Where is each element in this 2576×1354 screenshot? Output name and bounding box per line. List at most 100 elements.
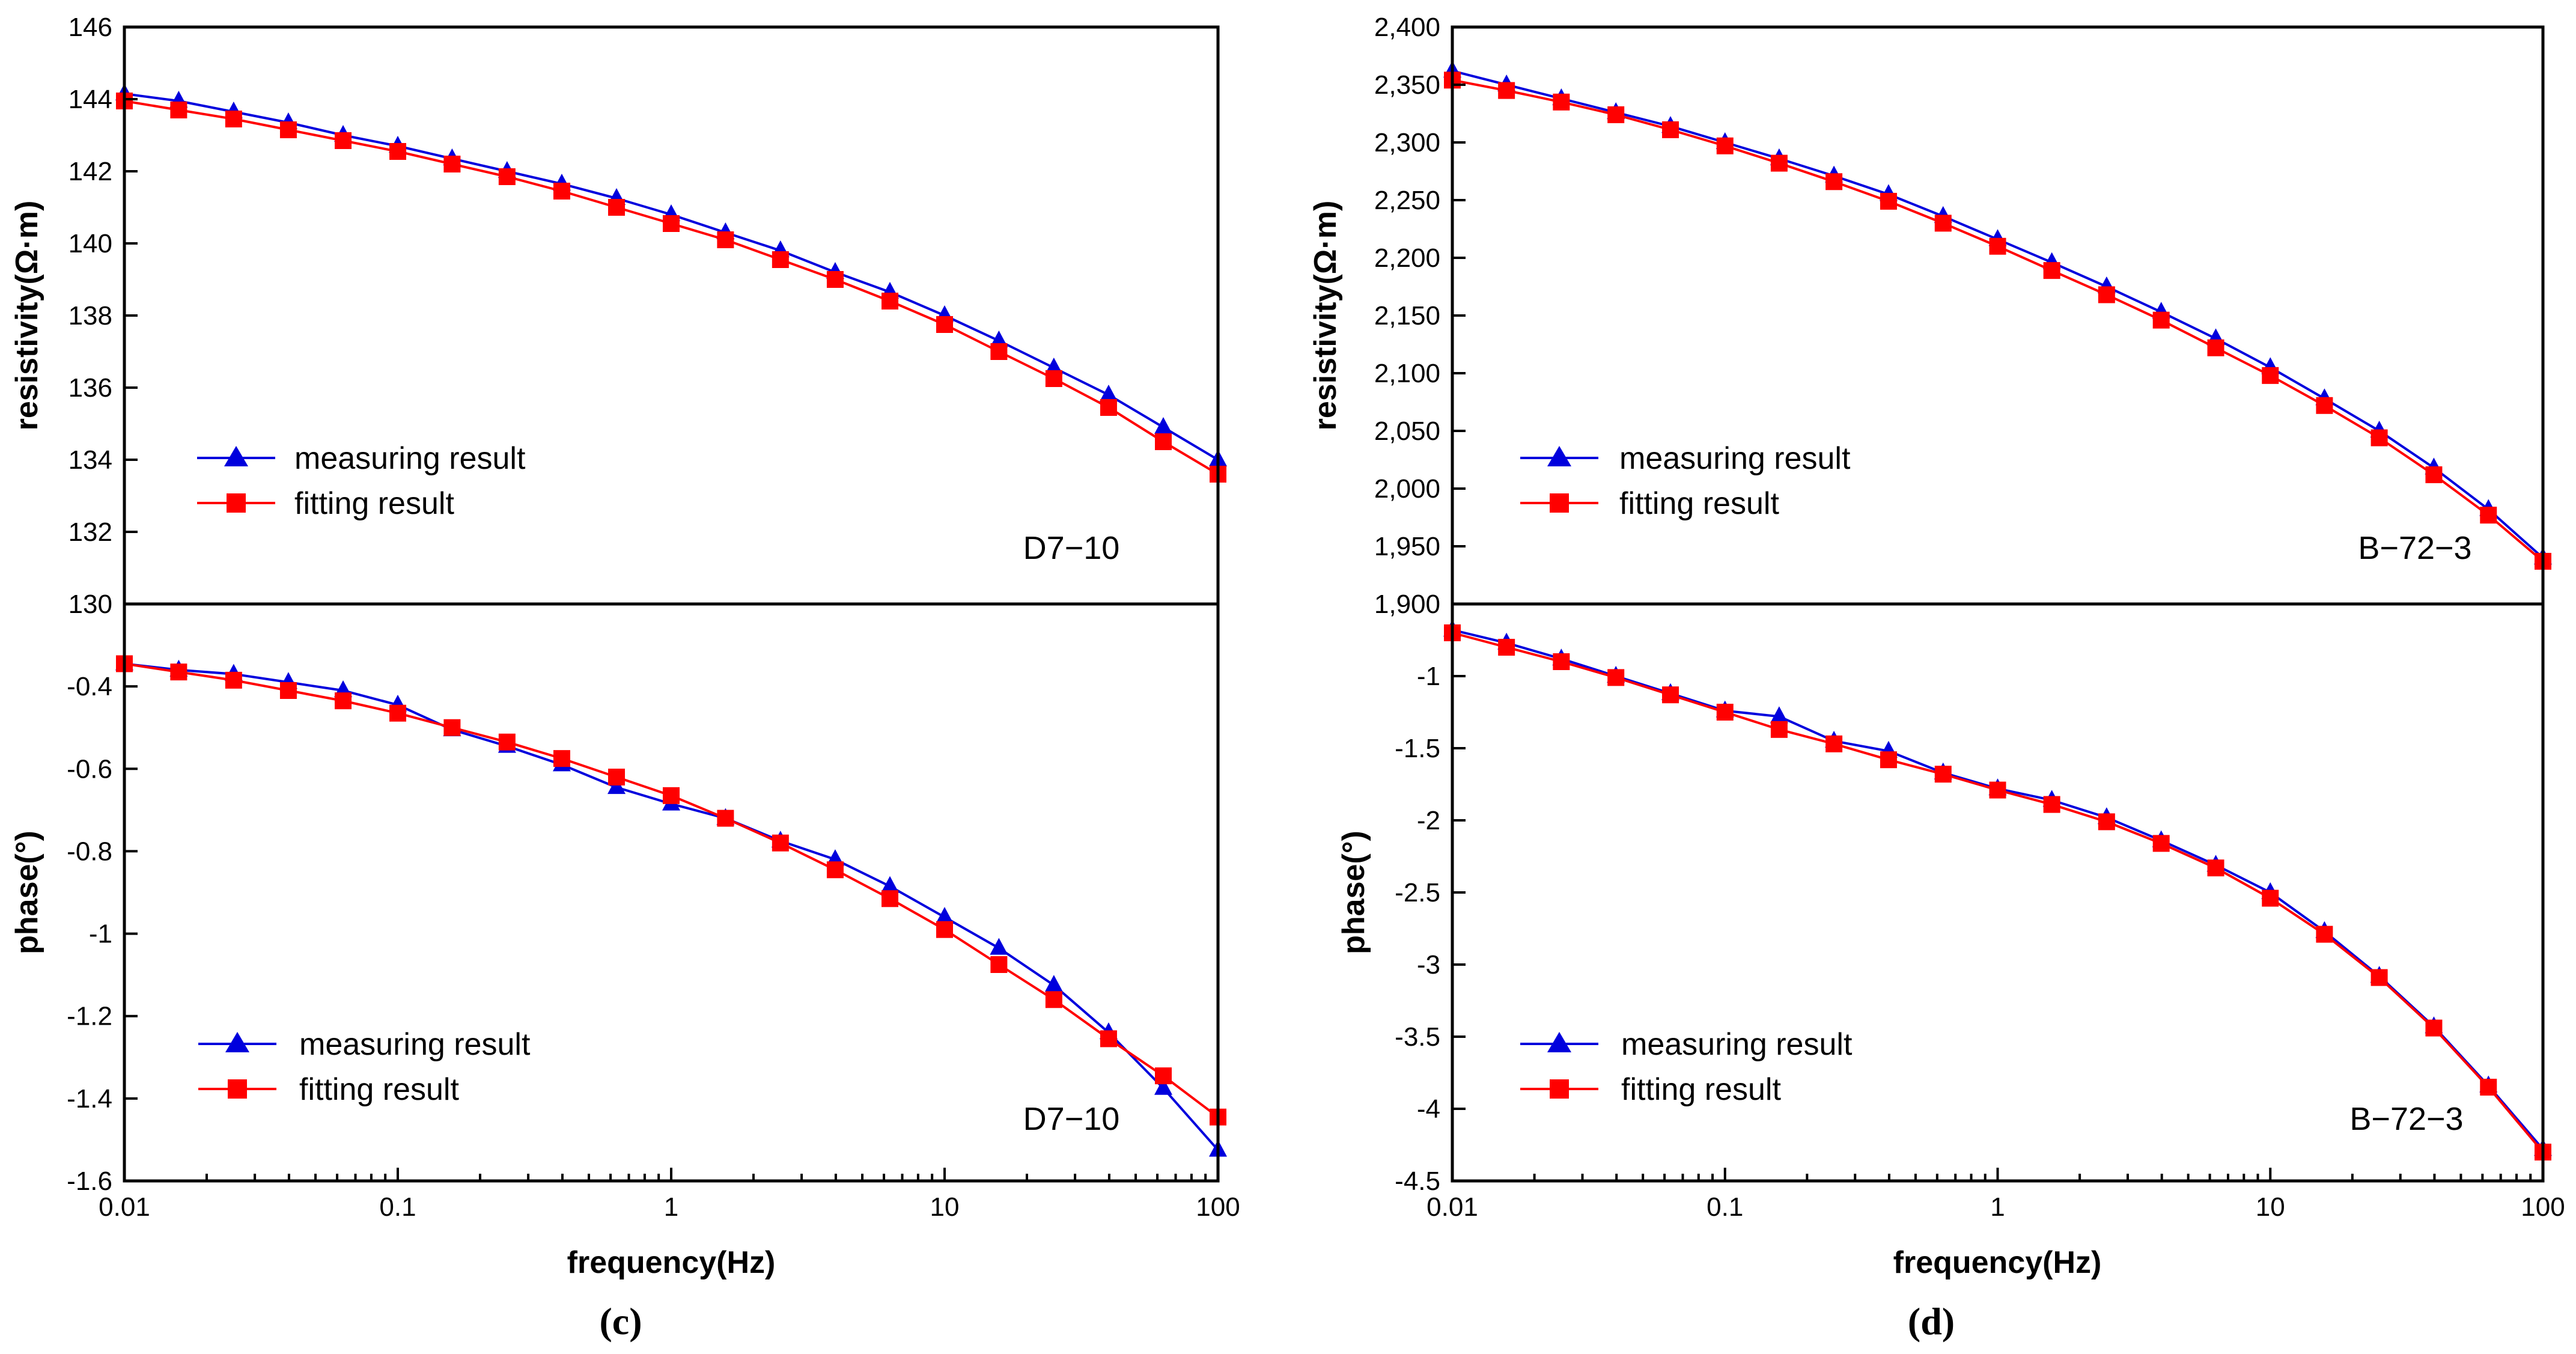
y-tick-label: 2,000 <box>1374 474 1440 504</box>
data-point-square <box>2480 507 2497 524</box>
y-tick-label: 144 <box>69 85 112 114</box>
panel-c-top-sample-label: D7−10 <box>1023 530 1120 566</box>
data-point-triangle <box>1154 417 1173 434</box>
series-line <box>1452 79 2544 563</box>
panel-d-axes <box>1451 25 2545 1183</box>
y-tick-label: -1.5 <box>1395 734 1440 763</box>
data-point-square <box>2262 889 2279 907</box>
y-tick-label: 138 <box>69 301 112 331</box>
data-point-square <box>279 121 297 138</box>
panel-c-bottom-sample-label: D7−10 <box>1023 1101 1120 1137</box>
data-point-square <box>663 787 680 804</box>
y-tick-label: -0.8 <box>67 837 112 866</box>
data-point-square <box>170 102 187 118</box>
panel-d-top-sample-label: B−72−3 <box>2358 530 2471 566</box>
y-tick-label: 2,250 <box>1374 186 1440 215</box>
data-point-square <box>663 215 680 232</box>
panel-d-bottom-sample-label: B−72−3 <box>2349 1101 2463 1137</box>
data-point-square <box>882 293 899 310</box>
data-point-square <box>1662 686 1679 704</box>
data-point-square <box>1498 639 1515 656</box>
series-line <box>124 662 1219 1151</box>
data-point-square <box>1662 121 1679 138</box>
legend-measuring-label: measuring result <box>294 441 526 476</box>
data-point-square <box>389 143 406 160</box>
panel-c-bottom-legend: measuring result fitting result <box>198 1027 531 1107</box>
data-point-square <box>1553 93 1570 111</box>
data-point-square <box>2098 286 2115 303</box>
series-line <box>1452 70 2544 559</box>
panel-d-label: (d) <box>1908 1300 1955 1343</box>
data-point-square <box>1553 653 1570 670</box>
data-point-square <box>990 343 1008 360</box>
data-point-square <box>553 183 570 200</box>
data-point-square <box>2425 466 2443 483</box>
y-tick-label: -1 <box>1417 662 1440 691</box>
legend-measuring-label: measuring result <box>299 1027 531 1062</box>
data-point-square <box>2425 1019 2443 1037</box>
panel-c-bottom-ylabel: phase(°) <box>10 831 44 954</box>
y-tick-label: 2,150 <box>1374 301 1440 331</box>
panel-d-bottom-ylabel: phase(°) <box>1336 831 1371 954</box>
y-tick-label: -1 <box>89 919 112 949</box>
y-tick-label: -4.5 <box>1395 1166 1440 1196</box>
data-point-square <box>1770 721 1788 738</box>
y-tick-label: 2,350 <box>1374 70 1440 100</box>
data-point-triangle <box>936 907 954 924</box>
data-point-square <box>553 750 570 767</box>
legend-fitting-label: fitting result <box>299 1072 459 1107</box>
data-point-square <box>826 861 844 879</box>
data-point-square <box>1716 704 1734 721</box>
data-point-square <box>1155 1067 1172 1085</box>
data-point-square <box>1825 735 1843 752</box>
panel-d-bottom-ticks: -4.5 -4 -3.5 -3 -2.5 -2 -1.5 -1 <box>1395 603 1466 1196</box>
y-tick-label: 134 <box>69 445 112 475</box>
data-point-square <box>717 810 734 827</box>
x-tick-label: 0.01 <box>99 1192 150 1222</box>
y-tick-label: -0.6 <box>67 754 112 784</box>
triangle-marker-icon <box>1547 1032 1571 1052</box>
y-tick-label: 1,950 <box>1374 532 1440 561</box>
x-tick-label: 100 <box>2521 1192 2565 1222</box>
data-point-triangle <box>990 938 1008 955</box>
data-point-square <box>225 111 242 127</box>
data-point-square <box>2043 262 2060 279</box>
y-tick-label: 140 <box>69 229 112 258</box>
data-point-square <box>498 168 516 185</box>
triangle-marker-icon <box>225 1032 249 1052</box>
y-tick-label: 2,100 <box>1374 359 1440 388</box>
x-tick-label: 100 <box>1196 1192 1240 1222</box>
data-point-square <box>1155 433 1172 450</box>
y-tick-label: -4 <box>1417 1094 1440 1124</box>
y-tick-label: -1.6 <box>67 1166 112 1196</box>
data-point-square <box>2152 835 2170 852</box>
data-point-square <box>826 271 844 288</box>
y-tick-label: 2,400 <box>1374 13 1440 42</box>
data-point-square <box>1045 370 1062 387</box>
data-point-square <box>2370 969 2388 986</box>
data-point-square <box>1989 781 2006 799</box>
y-tick-label: -3 <box>1417 950 1440 980</box>
y-tick-label: -2 <box>1417 806 1440 835</box>
data-point-square <box>1100 1030 1117 1048</box>
y-tick-label: 146 <box>69 13 112 42</box>
data-point-square <box>772 251 789 268</box>
y-tick-label: 2,200 <box>1374 243 1440 273</box>
data-point-square <box>335 692 352 710</box>
data-point-square <box>1934 215 1952 232</box>
square-marker-icon <box>1550 1079 1569 1099</box>
square-marker-icon <box>227 493 246 513</box>
data-point-square <box>1716 137 1734 154</box>
data-point-square <box>225 671 242 689</box>
data-point-square <box>2262 367 2279 384</box>
y-tick-label: 1,900 <box>1374 590 1440 619</box>
data-point-square <box>279 682 297 699</box>
data-point-square <box>608 199 626 216</box>
data-point-square <box>389 704 406 722</box>
data-point-square <box>772 834 789 852</box>
data-point-square <box>1045 991 1062 1008</box>
data-point-square <box>936 921 953 938</box>
data-point-square <box>1989 237 2006 255</box>
legend-measuring-label: measuring result <box>1619 441 1851 476</box>
panel-d-x-ticks: 0.01 0.1 1 10 100 <box>1427 1168 2565 1222</box>
